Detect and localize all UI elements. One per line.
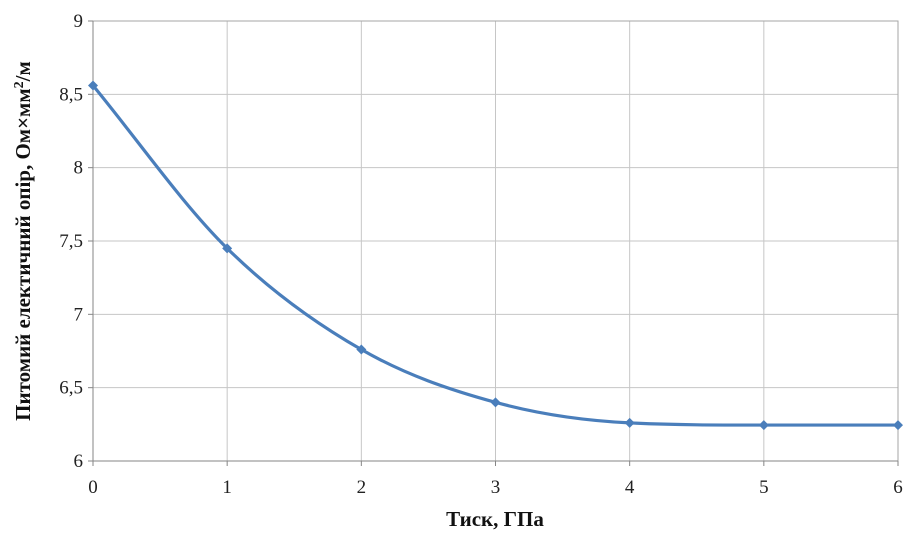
- x-tick-label-0: 0: [88, 477, 98, 498]
- y-axis-title-main: Питомий електичний опір, Ом×мм: [11, 88, 35, 420]
- data-point-4: [624, 417, 635, 428]
- y-tick-label-1: 6,5: [59, 378, 83, 399]
- data-point-1: [222, 243, 233, 254]
- y-tick-label-2: 7: [74, 304, 84, 325]
- series-group: [88, 80, 903, 431]
- y-tick-label-4: 8: [74, 158, 84, 179]
- gridlines: [93, 21, 898, 461]
- y-axis-title-tail: /м: [11, 61, 35, 82]
- y-tick-label-6: 9: [74, 11, 84, 32]
- x-tick-label-2: 2: [357, 477, 367, 498]
- x-axis-title: Тиск, ГПа: [446, 507, 544, 531]
- x-axis-tick-labels: 0 1 2 3 4 5 6: [88, 477, 903, 498]
- data-point-6: [893, 420, 903, 431]
- y-tick-label-0: 6: [74, 451, 84, 472]
- data-point-0: [88, 80, 98, 91]
- x-tick-label-3: 3: [491, 477, 501, 498]
- y-axis-title: Питомий електичний опір, Ом×мм2/м: [11, 61, 35, 421]
- data-point-2: [356, 344, 367, 355]
- y-tick-label-5: 8,5: [59, 84, 83, 105]
- y-axis-tick-labels: 6 6,5 7 7,5 8 8,5 9: [59, 11, 83, 472]
- x-tick-label-6: 6: [893, 477, 903, 498]
- y-tick-label-3: 7,5: [59, 231, 83, 252]
- data-point-3: [490, 397, 501, 408]
- axes: [88, 20, 899, 466]
- x-tick-label-1: 1: [222, 477, 232, 498]
- data-point-5: [758, 420, 769, 431]
- x-tick-label-5: 5: [759, 477, 769, 498]
- x-tick-label-4: 4: [625, 477, 635, 498]
- y-axis-title-sup: 2: [12, 81, 27, 88]
